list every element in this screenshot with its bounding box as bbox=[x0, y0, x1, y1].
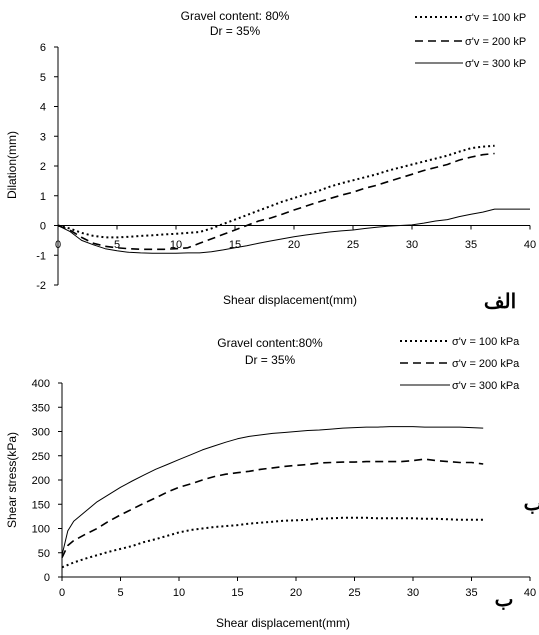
panel-marker: ب bbox=[495, 589, 514, 611]
y-tick-label: 5 bbox=[40, 72, 46, 84]
x-tick-label: 0 bbox=[55, 239, 61, 251]
y-tick-label: 400 bbox=[32, 378, 50, 390]
legend: σ'v = 100 kPa σ'v = 200 kPa σ'v = 300 kP… bbox=[400, 336, 520, 392]
x-tick-label: 30 bbox=[406, 239, 418, 251]
x-tick-label: 35 bbox=[465, 239, 477, 251]
x-tick-label: 10 bbox=[173, 587, 185, 599]
y-tick-label: 0 bbox=[44, 572, 50, 584]
legend-label: σ'v = 100 kPa bbox=[452, 336, 520, 348]
chart-subtitle: Dr = 35% bbox=[210, 24, 261, 38]
y-tick-label: 50 bbox=[38, 548, 50, 560]
chart-title: Gravel content:80% bbox=[217, 336, 323, 350]
x-tick-label: 40 bbox=[524, 239, 536, 251]
y-tick-label: 300 bbox=[32, 427, 50, 439]
series-line-3 bbox=[61, 426, 484, 556]
y-axis-label: Dilation(mm) bbox=[5, 131, 19, 199]
chart-dilation: Gravel content: 80% Dr = 35% σ'v = 100 k… bbox=[5, 9, 536, 313]
y-tick-label: 2 bbox=[40, 161, 46, 173]
series-line-1 bbox=[57, 144, 495, 239]
x-tick-label: 25 bbox=[348, 587, 360, 599]
chart-subtitle: Dr = 35% bbox=[245, 353, 296, 367]
y-tick-label: -1 bbox=[36, 250, 46, 262]
x-axis-label: Shear displacement(mm) bbox=[223, 293, 357, 307]
x-tick-label: 35 bbox=[465, 587, 477, 599]
chart-shear-stress: Gravel content:80% Dr = 35% σ'v = 100 kP… bbox=[5, 336, 539, 630]
y-tick-label: 4 bbox=[40, 102, 46, 114]
y-tick-label: 100 bbox=[32, 524, 50, 536]
panel-marker: الف bbox=[484, 291, 516, 313]
chart-title: Gravel content: 80% bbox=[181, 9, 290, 23]
x-tick-label: 15 bbox=[229, 239, 241, 251]
x-axis-label: Shear displacement(mm) bbox=[216, 616, 350, 630]
y-tick-label: 200 bbox=[32, 475, 50, 487]
y-tick-label: 250 bbox=[32, 451, 50, 463]
x-tick-label: 0 bbox=[59, 587, 65, 599]
x-tick-label: 10 bbox=[170, 239, 182, 251]
series-line-2 bbox=[61, 458, 484, 558]
series-line-1 bbox=[61, 516, 484, 569]
y-tick-label: 6 bbox=[40, 42, 46, 54]
overlapping-glyph: ب bbox=[524, 493, 539, 515]
legend: σ'v = 100 kP σ'v = 200 kP σ'v = 300 kP bbox=[415, 12, 526, 70]
y-tick-label: 350 bbox=[32, 402, 50, 414]
series-line-2 bbox=[57, 152, 495, 251]
y-tick-label: 150 bbox=[32, 499, 50, 511]
x-tick-label: 20 bbox=[290, 587, 302, 599]
x-tick-label: 40 bbox=[524, 587, 536, 599]
y-axis-label: Shear stress(kPa) bbox=[5, 432, 19, 528]
plot-area: 0 50 100 150 200 250 300 350 400 0 5 10 15 20 25 30 35 40 bbox=[32, 378, 536, 599]
legend-label: σ'v = 300 kPa bbox=[452, 380, 520, 392]
y-tick-label: -2 bbox=[36, 280, 46, 292]
x-tick-label: 30 bbox=[407, 587, 419, 599]
x-tick-label: 20 bbox=[288, 239, 300, 251]
plot-area: -2 -1 0 1 2 3 4 5 6 0 5 10 15 20 25 30 35 40 bbox=[36, 42, 536, 292]
legend-label: σ'v = 200 kPa bbox=[452, 358, 520, 370]
y-tick-label: 1 bbox=[40, 191, 46, 203]
x-tick-label: 5 bbox=[114, 239, 120, 251]
x-tick-label: 25 bbox=[347, 239, 359, 251]
series-line-3 bbox=[57, 208, 530, 254]
y-tick-label: 3 bbox=[40, 131, 46, 143]
legend-label: σ'v = 300 kP bbox=[465, 58, 526, 70]
y-tick-label: 0 bbox=[40, 221, 46, 233]
legend-label: σ'v = 200 kP bbox=[465, 36, 526, 48]
legend-label: σ'v = 100 kP bbox=[465, 12, 526, 24]
x-tick-label: 15 bbox=[231, 587, 243, 599]
x-tick-label: 5 bbox=[117, 587, 123, 599]
